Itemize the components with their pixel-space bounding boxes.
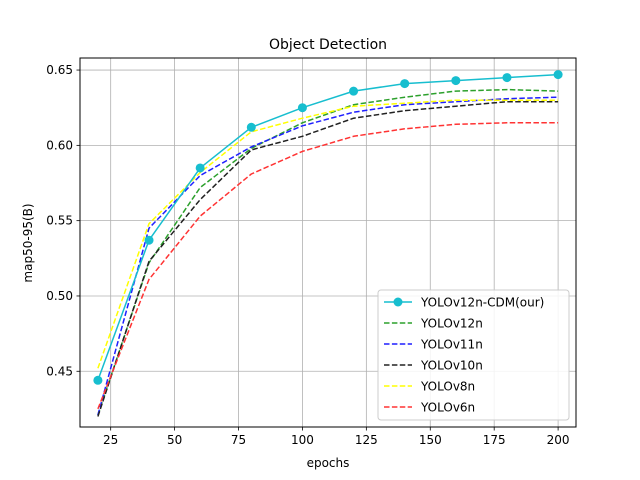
legend-marker — [393, 297, 403, 307]
series-line — [97, 88, 559, 416]
x-tick-label: 125 — [355, 433, 378, 447]
y-tick-label: 0.60 — [46, 138, 73, 152]
series-yolov8n — [97, 99, 559, 369]
legend-label: YOLOv6n — [420, 401, 475, 415]
data-point — [451, 76, 461, 86]
y-tick-label: 0.55 — [46, 214, 73, 228]
series-yolov6n — [97, 122, 559, 410]
x-tick-label: 150 — [419, 433, 442, 447]
data-point — [553, 70, 563, 80]
y-axis: 0.45 0.50 0.55 0.60 0.65 — [46, 63, 80, 378]
legend-label: YOLOv12n — [420, 317, 483, 331]
legend-label: YOLOv12n-CDM(our) — [420, 296, 544, 310]
data-point — [93, 375, 103, 385]
y-tick-label: 0.45 — [46, 364, 73, 378]
series-layer — [93, 70, 563, 417]
series-line — [97, 73, 559, 381]
data-point — [246, 122, 256, 132]
chart-title: Object Detection — [269, 37, 387, 53]
data-point — [144, 235, 154, 245]
x-axis-label: epochs — [307, 456, 350, 470]
legend-entry: YOLOv12n — [384, 317, 483, 331]
legend-label: YOLOv8n — [420, 380, 475, 394]
y-tick-label: 0.50 — [46, 289, 73, 303]
legend: YOLOv12n-CDM(our) YOLOv12n YOLOv11n YOLOv10… — [377, 289, 570, 421]
y-axis-label: map50-95(B) — [21, 203, 35, 282]
series-line — [97, 99, 559, 369]
data-point — [195, 163, 205, 173]
series-yolov12n — [97, 88, 559, 416]
legend-label: YOLOv11n — [420, 338, 483, 352]
plot-frame — [79, 57, 577, 428]
data-point — [349, 86, 359, 96]
x-tick-label: 25 — [103, 433, 118, 447]
legend-entry: YOLOv10n — [384, 359, 483, 373]
x-tick-label: 50 — [167, 433, 182, 447]
x-axis: 25 50 75 100 125 150 175 200 — [103, 427, 570, 447]
legend-entry: YOLOv8n — [384, 380, 475, 394]
legend-entry: YOLOv12n-CDM(our) — [384, 296, 544, 310]
series-yolov12n-cdm-our — [93, 70, 563, 385]
data-point — [400, 79, 410, 89]
legend-box — [377, 289, 570, 421]
legend-entry: YOLOv6n — [384, 401, 475, 415]
data-point — [297, 103, 307, 113]
legend-label: YOLOv10n — [420, 359, 483, 373]
y-tick-label: 0.65 — [46, 63, 73, 77]
x-tick-label: 75 — [231, 433, 246, 447]
data-point — [502, 73, 512, 83]
x-tick-label: 175 — [483, 433, 506, 447]
legend-entry: YOLOv11n — [384, 338, 483, 352]
x-tick-label: 200 — [547, 433, 570, 447]
x-tick-label: 100 — [291, 433, 314, 447]
series-line — [97, 122, 559, 410]
